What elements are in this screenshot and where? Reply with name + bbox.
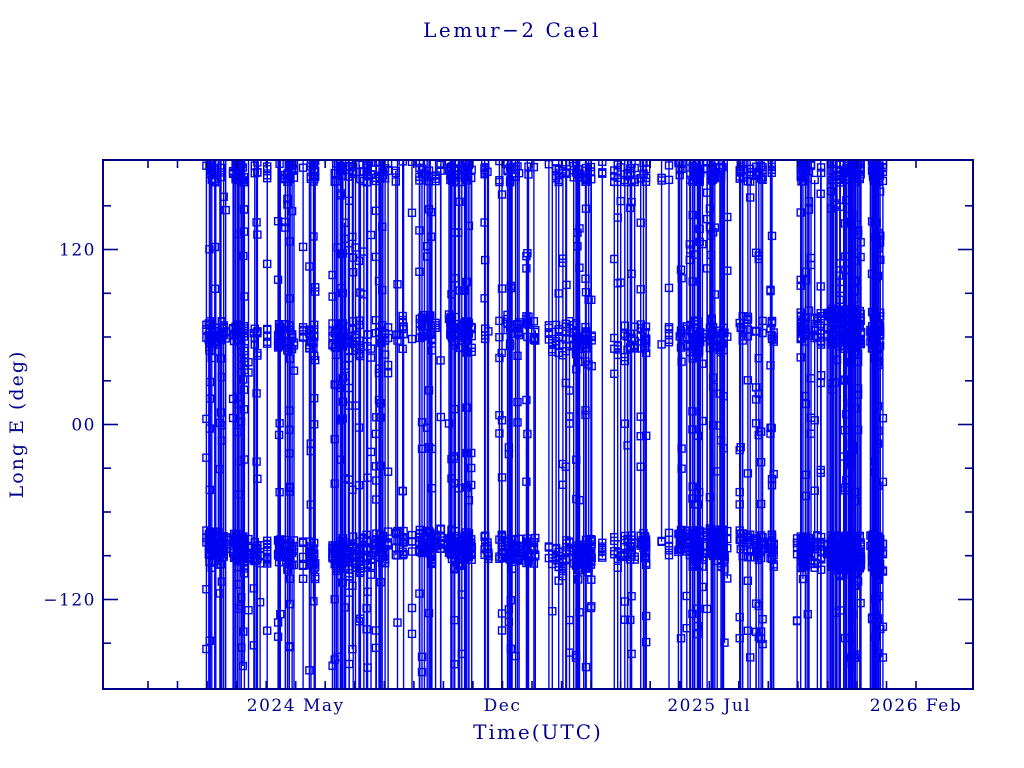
x-tick-label: 2026 Feb (870, 696, 962, 716)
y-tick-label: 00 (71, 416, 96, 436)
chart-title: Lemur−2 Cael (423, 18, 601, 42)
tick-labels: 2024 May Dec 2025 Jul 2026 Feb 120 00 −120 (43, 241, 962, 717)
y-tick-label: 120 (59, 241, 96, 261)
y-tick-label: −120 (43, 591, 96, 611)
x-tick-label: Dec (484, 696, 522, 716)
axis-ticks (104, 161, 972, 688)
x-axis-label: Time(UTC) (473, 720, 603, 744)
data-series (202, 161, 888, 688)
x-tick-label: 2025 Jul (667, 696, 751, 716)
plot-border (102, 159, 974, 690)
x-tick-label: 2024 May (247, 696, 345, 716)
